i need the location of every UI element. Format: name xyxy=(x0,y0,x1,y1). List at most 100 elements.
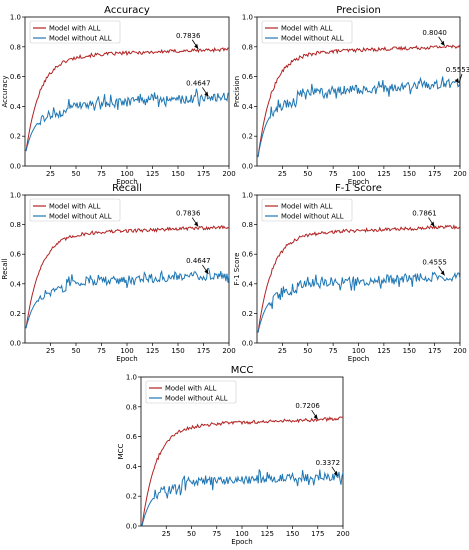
annotation-arrow xyxy=(458,73,463,84)
x-tick-label: 25 xyxy=(162,530,171,538)
legend-label: Model with ALL xyxy=(49,203,101,211)
x-tick-label: 50 xyxy=(303,347,312,355)
y-tick-label: 0.8 xyxy=(242,43,253,51)
legend-label: Model without ALL xyxy=(165,395,228,403)
chart-2: Recall 25 50 75 100 125 150 175 200 0.0 0.2 0.4 0.6 0… xyxy=(1,183,236,363)
y-tick-label: 1.0 xyxy=(242,192,253,200)
y-tick-label: 0.4 xyxy=(242,103,254,111)
x-tick-label: 100 xyxy=(235,530,248,538)
x-axis-label: Epoch xyxy=(116,178,137,186)
x-tick-label: 75 xyxy=(97,347,106,355)
x-tick-label: 200 xyxy=(222,170,235,178)
legend-box xyxy=(261,20,353,44)
x-tick-label: 175 xyxy=(311,530,324,538)
series-line xyxy=(25,88,230,152)
y-tick-label: 0.6 xyxy=(242,73,254,81)
x-tick-label: 200 xyxy=(336,530,349,538)
x-tick-label: 150 xyxy=(403,170,416,178)
y-axis-label: MCC xyxy=(117,443,125,459)
annotation-label: 0.3372 xyxy=(316,459,341,467)
annotation-arrowhead xyxy=(313,414,318,420)
annotation-label: 0.7836 xyxy=(176,32,201,40)
y-tick-label: 0.2 xyxy=(242,133,253,141)
series-line xyxy=(25,47,230,152)
x-tick-label: 175 xyxy=(428,347,441,355)
x-tick-label: 200 xyxy=(222,347,235,355)
legend-box xyxy=(29,20,121,44)
y-tick-label: 0.8 xyxy=(10,221,21,229)
y-tick-label: 0.0 xyxy=(10,163,21,171)
annotation-label: 0.5553 xyxy=(446,66,469,74)
series-line xyxy=(257,224,461,333)
annotation-arrowhead xyxy=(204,91,209,97)
x-tick-label: 100 xyxy=(120,347,133,355)
y-tick-label: 0.4 xyxy=(10,103,22,111)
legend-label: Model with ALL xyxy=(165,385,217,393)
legend-box xyxy=(261,198,353,222)
x-tick-label: 150 xyxy=(403,347,416,355)
x-tick-label: 125 xyxy=(377,347,390,355)
x-tick-label: 50 xyxy=(187,530,196,538)
legend-box xyxy=(145,380,237,404)
legend-label: Model without ALL xyxy=(49,35,112,43)
x-tick-label: 150 xyxy=(171,170,184,178)
chart-title: Precision xyxy=(336,5,381,16)
y-axis-label: F-1 Score xyxy=(233,253,241,286)
chart-title: MCC xyxy=(231,365,254,376)
y-tick-label: 0.6 xyxy=(10,251,22,259)
annotation-label: 0.4647 xyxy=(186,257,211,265)
x-axis-label: Epoch xyxy=(348,355,369,363)
x-tick-label: 75 xyxy=(329,347,338,355)
y-tick-label: 0.0 xyxy=(242,163,253,171)
series-line xyxy=(257,271,461,333)
x-tick-label: 100 xyxy=(120,170,133,178)
y-tick-label: 0.4 xyxy=(126,463,138,471)
series-line xyxy=(141,416,344,527)
annotation-arrowhead xyxy=(455,78,459,84)
annotation-label: 0.7836 xyxy=(176,210,201,218)
legend-label: Model with ALL xyxy=(49,25,101,33)
x-tick-label: 75 xyxy=(329,170,338,178)
series-line xyxy=(141,469,344,527)
y-tick-label: 1.0 xyxy=(126,374,137,382)
annotation-arrowhead xyxy=(204,268,209,274)
y-tick-label: 1.0 xyxy=(10,14,21,22)
legend-box xyxy=(29,198,121,222)
x-tick-label: 175 xyxy=(197,170,210,178)
x-tick-label: 125 xyxy=(146,170,159,178)
annotation-arrowhead xyxy=(440,40,445,46)
annotation-label: 0.8040 xyxy=(422,29,447,37)
y-tick-label: 0.0 xyxy=(10,340,21,348)
x-tick-label: 75 xyxy=(212,530,221,538)
legend-label: Model without ALL xyxy=(281,213,344,221)
legend-label: Model with ALL xyxy=(281,203,333,211)
x-tick-label: 50 xyxy=(303,170,312,178)
chart-title: F-1 Score xyxy=(335,183,382,194)
x-tick-label: 100 xyxy=(352,170,365,178)
y-axis-label: Recall xyxy=(1,259,9,280)
x-tick-label: 175 xyxy=(197,347,210,355)
annotation-arrowhead xyxy=(194,43,199,49)
y-tick-label: 0.2 xyxy=(126,493,137,501)
x-tick-label: 25 xyxy=(278,170,287,178)
annotation-label: 0.7861 xyxy=(412,210,437,218)
x-tick-label: 75 xyxy=(97,170,106,178)
x-tick-label: 125 xyxy=(261,530,274,538)
y-tick-label: 0.0 xyxy=(126,523,137,531)
chart-title: Accuracy xyxy=(104,5,150,16)
y-tick-label: 0.4 xyxy=(10,280,22,288)
annotation-arrowhead xyxy=(440,270,445,276)
y-tick-label: 0.8 xyxy=(10,43,21,51)
y-tick-label: 1.0 xyxy=(10,192,21,200)
series-line xyxy=(257,76,461,158)
legend-label: Model without ALL xyxy=(281,35,344,43)
x-tick-label: 50 xyxy=(72,170,81,178)
x-tick-label: 25 xyxy=(46,170,55,178)
y-axis-label: Precision xyxy=(233,76,241,107)
legend-label: Model with ALL xyxy=(281,25,333,33)
annotation-arrowhead xyxy=(333,470,338,476)
chart-4: MCC 25 50 75 100 125 150 175 200 0.0 0.2 0.4 0.6 0.8 1… xyxy=(117,365,350,546)
y-tick-label: 0.6 xyxy=(126,433,138,441)
x-axis-label: Epoch xyxy=(348,178,369,186)
